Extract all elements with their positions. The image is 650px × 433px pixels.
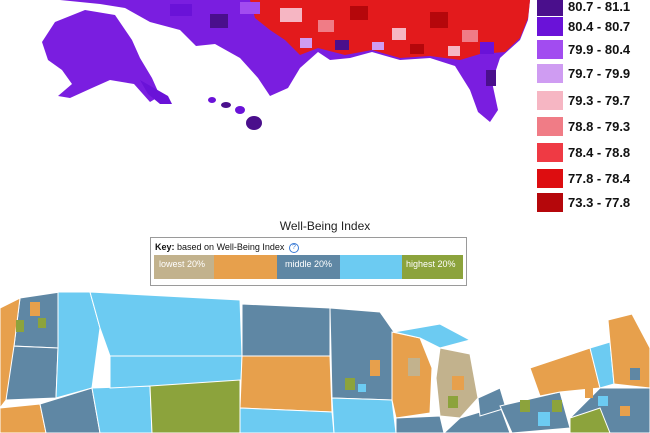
region-north-dakota bbox=[241, 303, 331, 357]
region-nj bbox=[569, 407, 611, 433]
life-expectancy-map bbox=[0, 0, 530, 130]
legend-swatch bbox=[537, 17, 563, 36]
legend-item: 80.7 - 81.1 bbox=[537, 0, 630, 16]
region-montana bbox=[89, 291, 243, 357]
region-south-dakota bbox=[239, 355, 333, 413]
legend-item: 79.3 - 79.7 bbox=[537, 91, 630, 110]
legend-swatch bbox=[537, 143, 563, 162]
region-colorado bbox=[149, 379, 241, 433]
region-new-york bbox=[529, 347, 601, 397]
key-label: Key: bbox=[155, 242, 175, 252]
legend-label: 73.3 - 77.8 bbox=[568, 195, 631, 210]
key-text: based on Well-Being Index bbox=[177, 242, 285, 252]
legend-swatch bbox=[537, 64, 563, 83]
region-idaho bbox=[55, 291, 101, 399]
hawaii-region bbox=[208, 97, 262, 130]
legend-label: 79.3 - 79.7 bbox=[568, 93, 631, 108]
legend-swatch bbox=[537, 0, 563, 16]
legend-label: 80.7 - 81.1 bbox=[568, 0, 631, 14]
legend-swatch bbox=[537, 193, 563, 212]
district-patches bbox=[16, 302, 640, 426]
legend-item: 77.8 - 78.4 bbox=[537, 169, 630, 188]
well-being-map bbox=[0, 291, 650, 433]
legend-label: 79.9 - 80.4 bbox=[568, 42, 631, 57]
key-segment: middle 20% bbox=[277, 255, 340, 279]
region-pacific-coast bbox=[0, 297, 21, 409]
legend-swatch bbox=[537, 169, 563, 188]
legend-item: 80.4 - 80.7 bbox=[537, 17, 630, 36]
info-icon[interactable]: ? bbox=[288, 242, 299, 253]
legend-label: 78.8 - 79.3 bbox=[568, 119, 631, 134]
region-nebraska bbox=[239, 407, 335, 433]
well-being-key: Key: based on Well-Being Index ? lowest … bbox=[150, 237, 467, 286]
southeast-region bbox=[250, 0, 530, 60]
key-description: Key: based on Well-Being Index ? bbox=[155, 242, 299, 253]
legend-label: 77.8 - 78.4 bbox=[568, 171, 631, 186]
region-maine bbox=[607, 313, 650, 389]
key-color-bar: lowest 20% middle 20% highest 20% bbox=[154, 255, 463, 279]
key-segment bbox=[340, 255, 402, 279]
legend-item: 79.9 - 80.4 bbox=[537, 40, 630, 59]
key-segment: highest 20% bbox=[402, 255, 463, 279]
legend-swatch bbox=[537, 117, 563, 136]
legend-item: 79.7 - 79.9 bbox=[537, 64, 630, 83]
alaska-panhandle bbox=[140, 80, 172, 104]
legend-item: 73.3 - 77.8 bbox=[537, 193, 630, 212]
legend-swatch bbox=[537, 91, 563, 110]
legend-label: 78.4 - 78.8 bbox=[568, 145, 631, 160]
region-utah bbox=[91, 385, 153, 433]
legend-label: 80.4 - 80.7 bbox=[568, 19, 631, 34]
county-patches bbox=[170, 2, 496, 86]
region-oregon bbox=[5, 345, 59, 401]
legend-swatch bbox=[537, 40, 563, 59]
region-michigan-upper bbox=[393, 323, 472, 349]
region-pennsylvania bbox=[499, 391, 571, 433]
legend-label: 79.7 - 79.9 bbox=[568, 66, 631, 81]
key-segment-label: highest 20% bbox=[406, 259, 456, 269]
alaska-region bbox=[42, 10, 160, 102]
key-segment bbox=[214, 255, 277, 279]
legend-item: 78.8 - 79.3 bbox=[537, 117, 630, 136]
region-iowa bbox=[331, 397, 397, 433]
well-being-title: Well-Being Index bbox=[279, 219, 371, 233]
key-segment-label: lowest 20% bbox=[159, 259, 206, 269]
region-california bbox=[0, 403, 47, 433]
life-expectancy-legend: 80.7 - 81.1 80.4 - 80.7 79.9 - 80.4 79.7 - … bbox=[537, 0, 650, 215]
key-segment-label: middle 20% bbox=[285, 259, 333, 269]
legend-item: 78.4 - 78.8 bbox=[537, 143, 630, 162]
key-segment: lowest 20% bbox=[154, 255, 214, 279]
region-illinois bbox=[395, 415, 445, 433]
region-nevada bbox=[39, 387, 101, 433]
